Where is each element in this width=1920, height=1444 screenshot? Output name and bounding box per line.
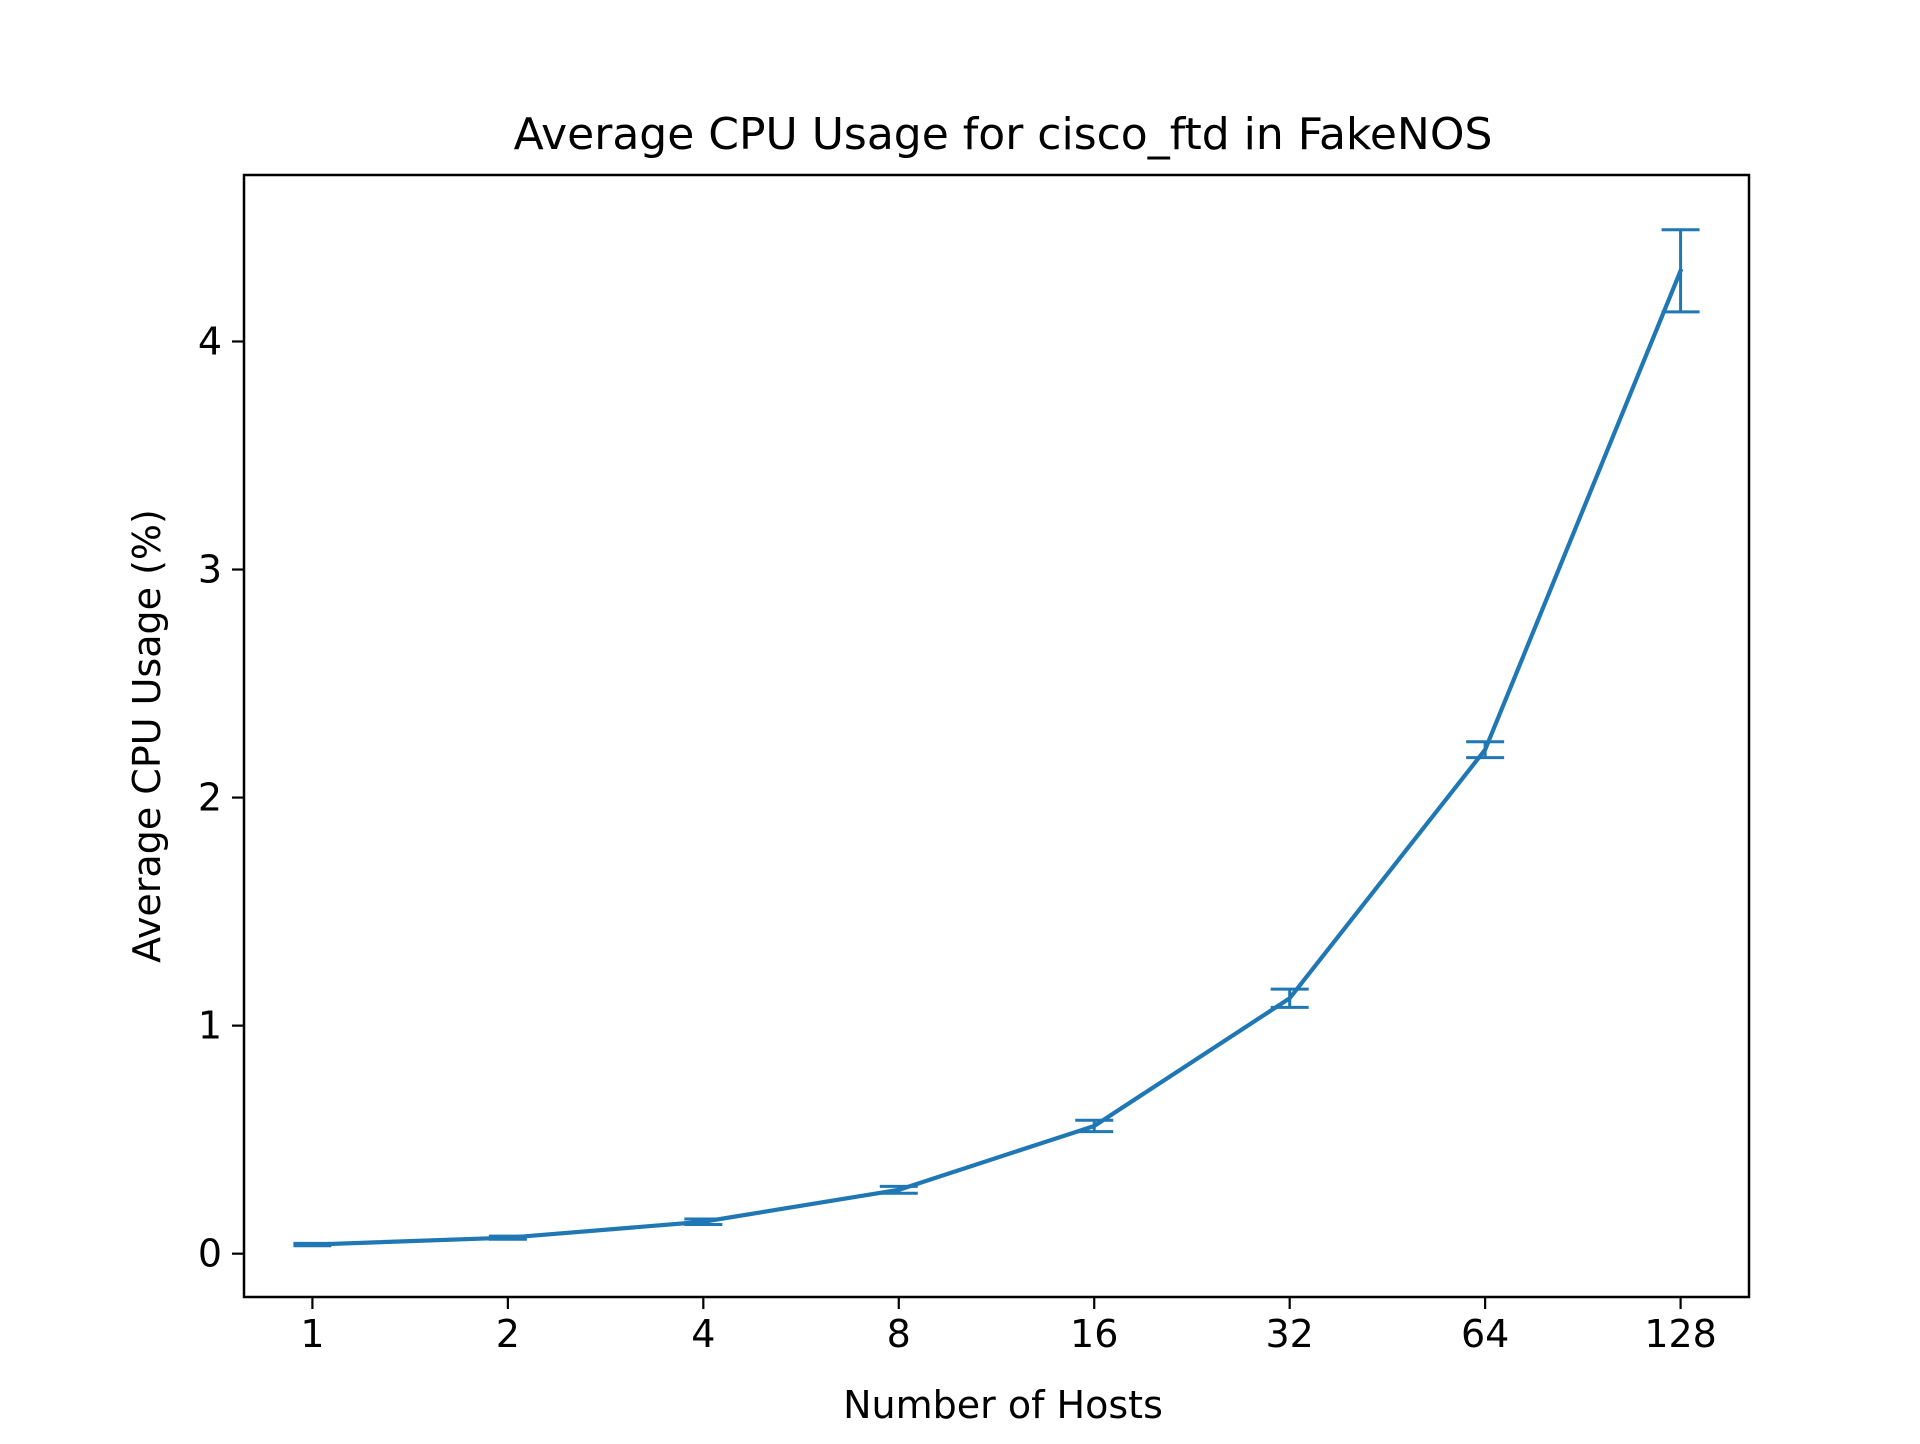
y-axis-label: Average CPU Usage (%) bbox=[125, 509, 169, 963]
x-axis-label: Number of Hosts bbox=[843, 1383, 1163, 1427]
y-axis-label-group: Average CPU Usage (%) bbox=[125, 509, 169, 963]
x-tick-label: 64 bbox=[1461, 1312, 1509, 1356]
x-tick-label: 16 bbox=[1070, 1312, 1118, 1356]
y-tick-label: 2 bbox=[198, 776, 222, 820]
x-tick-label: 8 bbox=[887, 1312, 911, 1356]
y-tick-label: 4 bbox=[198, 319, 222, 363]
y-tick-label: 3 bbox=[198, 548, 222, 592]
x-tick-label: 32 bbox=[1266, 1312, 1314, 1356]
x-tick-label: 1 bbox=[300, 1312, 324, 1356]
x-tick-label: 4 bbox=[691, 1312, 715, 1356]
x-tick-label: 128 bbox=[1644, 1312, 1717, 1356]
x-tick-label: 2 bbox=[496, 1312, 520, 1356]
chart-title: Average CPU Usage for cisco_ftd in FakeN… bbox=[514, 109, 1493, 160]
y-tick-label: 0 bbox=[198, 1232, 222, 1276]
y-tick-label: 1 bbox=[198, 1004, 222, 1048]
